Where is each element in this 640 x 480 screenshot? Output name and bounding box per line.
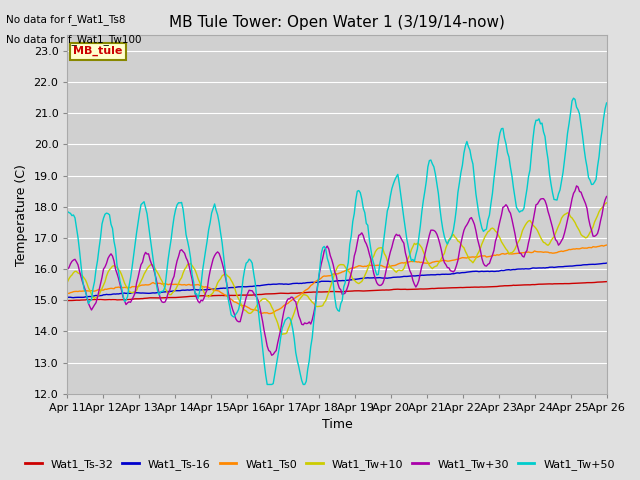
- Text: No data for f_Wat1_Ts8: No data for f_Wat1_Ts8: [6, 14, 126, 25]
- Wat1_Tw+30: [224, 289, 232, 295]
- Title: MB Tule Tower: Open Water 1 (3/19/14-now): MB Tule Tower: Open Water 1 (3/19/14-now…: [169, 15, 505, 30]
- Line: Wat1_Tw+30: Wat1_Tw+30: [67, 186, 607, 355]
- Wat1_Tw+50: [603, 100, 611, 106]
- Wat1_Ts-32: [63, 298, 71, 303]
- Wat1_Ts-16: [131, 290, 139, 296]
- Wat1_Tw+30: [130, 294, 138, 300]
- Wat1_Ts0: [224, 294, 232, 300]
- Wat1_Tw+50: [301, 382, 308, 387]
- Wat1_Tw+30: [603, 193, 611, 199]
- Wat1_Tw+50: [130, 253, 138, 259]
- Wat1_Ts0: [63, 290, 71, 296]
- Wat1_Ts-32: [573, 280, 580, 286]
- Wat1_Ts-16: [70, 295, 77, 300]
- Legend: Wat1_Ts-32, Wat1_Ts-16, Wat1_Ts0, Wat1_Tw+10, Wat1_Tw+30, Wat1_Tw+50: Wat1_Ts-32, Wat1_Ts-16, Wat1_Ts0, Wat1_T…: [20, 455, 620, 474]
- Wat1_Ts-16: [301, 280, 308, 286]
- Wat1_Ts-32: [300, 290, 307, 296]
- Wat1_Ts-32: [603, 279, 611, 285]
- Wat1_Tw+30: [576, 189, 584, 194]
- Wat1_Ts-32: [243, 292, 250, 298]
- Wat1_Tw+10: [63, 279, 71, 285]
- Wat1_Ts-16: [244, 284, 252, 289]
- Text: No data for f_Wat1_Tw100: No data for f_Wat1_Tw100: [6, 34, 142, 45]
- Wat1_Tw+10: [252, 306, 259, 312]
- Wat1_Tw+30: [301, 320, 308, 326]
- Text: MB_tule: MB_tule: [73, 46, 122, 56]
- Wat1_Tw+50: [252, 279, 259, 285]
- Wat1_Tw+30: [252, 293, 259, 299]
- Wat1_Ts-32: [130, 296, 138, 302]
- Wat1_Tw+50: [63, 209, 71, 215]
- Wat1_Ts0: [130, 284, 138, 289]
- Wat1_Tw+50: [243, 260, 250, 266]
- Line: Wat1_Ts-16: Wat1_Ts-16: [67, 263, 607, 298]
- Wat1_Tw+30: [573, 183, 580, 189]
- Wat1_Ts0: [266, 311, 274, 316]
- Wat1_Tw+10: [130, 289, 138, 295]
- Wat1_Tw+10: [301, 292, 308, 298]
- Wat1_Ts0: [243, 303, 250, 309]
- Wat1_Tw+10: [574, 226, 582, 231]
- Wat1_Tw+50: [224, 296, 232, 302]
- Wat1_Tw+50: [576, 111, 584, 117]
- Wat1_Ts0: [252, 307, 259, 313]
- Wat1_Tw+10: [278, 332, 286, 337]
- Wat1_Ts-16: [253, 283, 260, 288]
- X-axis label: Time: Time: [322, 419, 353, 432]
- Wat1_Tw+50: [570, 96, 577, 101]
- Line: Wat1_Tw+50: Wat1_Tw+50: [67, 98, 607, 384]
- Wat1_Tw+30: [243, 295, 250, 300]
- Wat1_Tw+50: [263, 382, 271, 387]
- Wat1_Ts-32: [224, 293, 232, 299]
- Wat1_Ts-16: [574, 263, 582, 268]
- Wat1_Tw+10: [603, 200, 611, 206]
- Wat1_Tw+10: [224, 274, 232, 279]
- Wat1_Ts0: [574, 246, 582, 252]
- Wat1_Ts-16: [226, 285, 234, 290]
- Line: Wat1_Ts0: Wat1_Ts0: [67, 245, 607, 313]
- Wat1_Tw+10: [243, 308, 250, 314]
- Wat1_Ts-16: [603, 260, 611, 266]
- Wat1_Ts0: [603, 242, 611, 248]
- Wat1_Tw+30: [268, 352, 276, 358]
- Wat1_Tw+30: [63, 266, 71, 272]
- Wat1_Ts-16: [63, 295, 71, 300]
- Wat1_Ts-32: [252, 292, 259, 298]
- Line: Wat1_Ts-32: Wat1_Ts-32: [67, 282, 607, 300]
- Line: Wat1_Tw+10: Wat1_Tw+10: [67, 203, 607, 335]
- Wat1_Ts0: [301, 288, 308, 294]
- Y-axis label: Temperature (C): Temperature (C): [15, 164, 28, 265]
